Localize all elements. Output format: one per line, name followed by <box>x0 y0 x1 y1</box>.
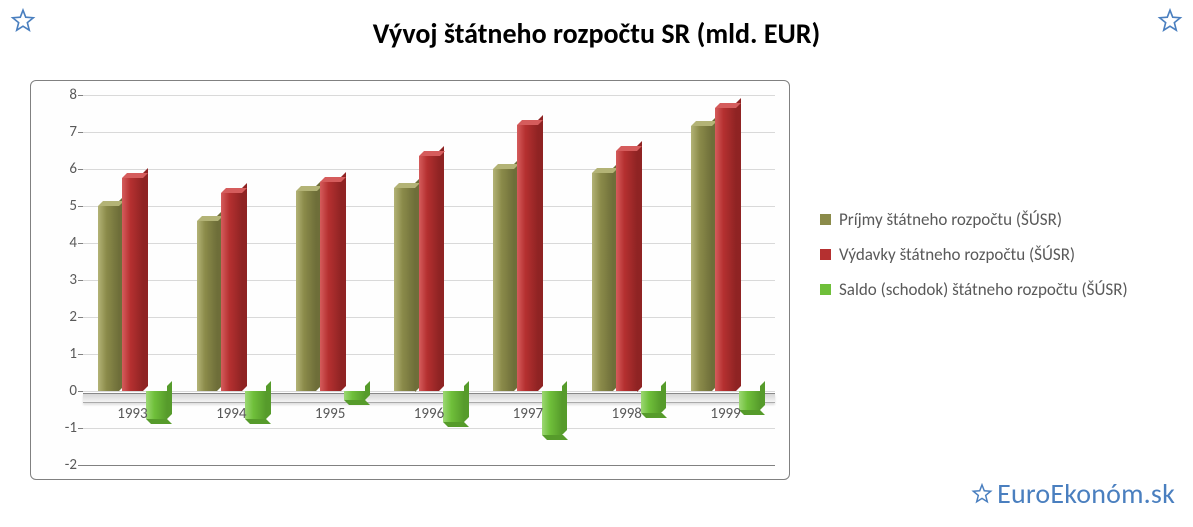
y-axis-label: -2 <box>65 456 77 474</box>
legend-swatch <box>820 249 831 260</box>
legend-item: Príjmy štátneho rozpočtu (ŠÚSR) <box>820 209 1128 230</box>
x-axis-label: 1997 <box>513 405 543 423</box>
watermark: EuroEkonóm.sk <box>971 476 1175 511</box>
y-tick <box>78 465 83 466</box>
legend-item: Saldo (schodok) štátneho rozpočtu (ŠÚSR) <box>820 279 1128 300</box>
bar <box>245 391 266 419</box>
x-axis-label: 1999 <box>710 405 740 423</box>
bar <box>641 391 662 413</box>
bars-layer: 1993 1994 1995 1996 1997 1998 1999 <box>83 95 775 465</box>
y-axis-label: 2 <box>69 308 77 326</box>
x-axis-label: 1998 <box>611 405 641 423</box>
bar <box>715 108 736 391</box>
bar <box>517 125 538 391</box>
y-axis-label: 4 <box>69 234 77 252</box>
chart-figure: { "title": { "text": "Vývoj štátneho roz… <box>0 0 1193 527</box>
legend-item: Výdavky štátneho rozpočtu (ŠÚSR) <box>820 244 1128 265</box>
legend-label: Príjmy štátneho rozpočtu (ŠÚSR) <box>839 209 1062 230</box>
watermark-text: EuroEkonóm.sk <box>997 476 1175 511</box>
legend-label: Výdavky štátneho rozpočtu (ŠÚSR) <box>839 244 1075 265</box>
y-axis-label: 7 <box>69 123 77 141</box>
chart-area: -2-1012345678199319941995199619971998199… <box>30 80 790 480</box>
legend: Príjmy štátneho rozpočtu (ŠÚSR) Výdavky š… <box>820 195 1128 314</box>
y-axis-label: 8 <box>69 86 77 104</box>
bar <box>542 391 563 435</box>
bar <box>122 178 143 391</box>
y-axis-label: 3 <box>69 271 77 289</box>
bar <box>739 391 760 410</box>
plot-area: -2-1012345678199319941995199619971998199… <box>83 95 775 465</box>
bar <box>616 151 637 392</box>
legend-label: Saldo (schodok) štátneho rozpočtu (ŠÚSR) <box>839 279 1128 300</box>
y-axis-label: 5 <box>69 197 77 215</box>
bar <box>320 182 341 391</box>
bar <box>146 391 167 419</box>
y-axis-label: -1 <box>65 419 77 437</box>
bar <box>592 173 613 391</box>
gridline <box>83 465 775 466</box>
bar <box>98 206 119 391</box>
bar <box>419 156 440 391</box>
x-axis-label: 1996 <box>414 405 444 423</box>
bar <box>197 221 218 391</box>
bar <box>443 391 464 422</box>
x-axis-label: 1995 <box>315 405 345 423</box>
bar <box>691 126 712 391</box>
x-axis-label: 1993 <box>117 405 147 423</box>
bar <box>493 169 514 391</box>
bar <box>296 191 317 391</box>
legend-swatch <box>820 214 831 225</box>
x-axis-label: 1994 <box>216 405 246 423</box>
bar <box>221 193 242 391</box>
star-icon <box>971 483 993 505</box>
y-axis-label: 0 <box>69 382 77 400</box>
bar <box>344 391 365 400</box>
y-axis-label: 6 <box>69 160 77 178</box>
legend-swatch <box>820 284 831 295</box>
bar <box>394 188 415 392</box>
y-axis-label: 1 <box>69 345 77 363</box>
chart-title: Vývoj štátneho rozpočtu SR (mld. EUR) <box>0 16 1193 51</box>
